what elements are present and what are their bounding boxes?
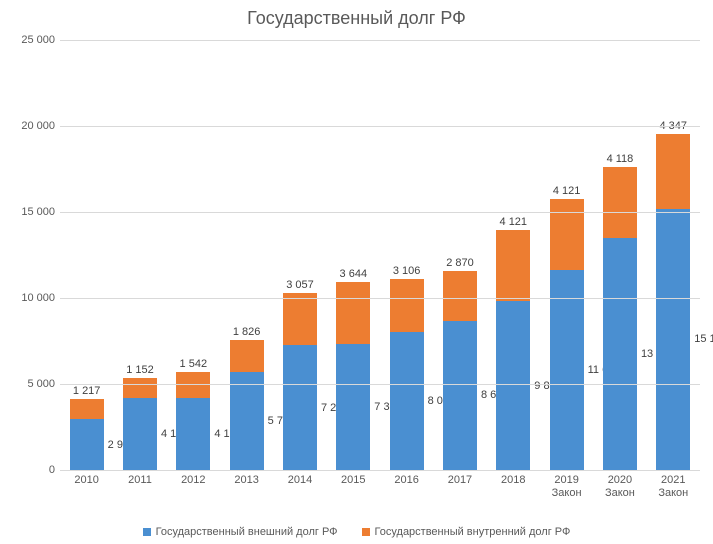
bar-value-internal: 4 121 [500,216,528,228]
chart-container: Государственный долг РФ 1 2172 9401 1524… [0,0,713,544]
bar-segment-external: 7 307 [336,344,370,470]
bar-segment-external: 13 500 [603,238,637,470]
gridline [60,40,700,41]
y-tick-label: 20 000 [5,120,55,132]
bar-segment-external: 11 612 [550,270,584,470]
bar-segment-external: 4 178 [176,398,210,470]
y-tick-label: 10 000 [5,292,55,304]
gridline [60,384,700,385]
bar-group: 4 1219 821 [496,230,530,470]
bar-value-internal: 1 152 [126,364,154,376]
x-tick-label: 2020 Закон [597,474,642,500]
bar-segment-external: 4 190 [123,398,157,470]
bar-segment-internal: 3 057 [283,293,317,346]
bar-value-internal: 3 106 [393,265,421,277]
bar-group: 1 2172 940 [70,399,104,470]
x-tick-label: 2018 [491,474,536,500]
bars-area: 1 2172 9401 1524 1901 5424 1781 8265 722… [60,40,700,470]
x-tick-label: 2021 Закон [651,474,696,500]
bar-value-internal: 1 217 [73,385,101,397]
bar-value-internal: 1 826 [233,326,261,338]
x-tick-label: 2014 [277,474,322,500]
x-tick-label: 2010 [64,474,109,500]
bar-segment-internal: 3 644 [336,282,370,345]
bar-segment-internal: 1 217 [70,399,104,420]
x-axis-labels: 2010 2011 2012 2013 2014 2015 2016 2017 2018 2019… [60,474,700,500]
x-tick-label: 2015 [331,474,376,500]
bar-segment-internal: 4 347 [656,134,690,209]
bar-group: 3 6447 307 [336,282,370,470]
bar-group: 4 34715 176 [656,134,690,470]
bar-value-external: 15 176 [694,333,713,345]
bar-segment-internal: 3 106 [390,279,424,332]
bar-value-internal: 4 118 [607,153,634,165]
bar-segment-external: 15 176 [656,209,690,470]
bar-segment-internal: 1 826 [230,340,264,371]
bar-segment-internal: 4 118 [603,167,637,238]
x-tick-label: 2013 [224,474,269,500]
bar-value-internal: 3 644 [340,268,368,280]
bar-value-internal: 3 057 [286,279,314,291]
bar-value-internal: 1 542 [180,358,208,370]
bar-segment-internal: 2 870 [443,271,477,320]
bar-group: 2 8708 689 [443,271,477,470]
gridline [60,298,700,299]
plot-area: 1 2172 9401 1524 1901 5424 1781 8265 722… [60,40,700,470]
y-tick-label: 25 000 [5,34,55,46]
x-tick-label: 2017 [437,474,482,500]
legend-label-internal: Государственный внутренний долг РФ [375,526,571,538]
bar-group: 1 5424 178 [176,372,210,470]
gridline [60,212,700,213]
bar-segment-external: 2 940 [70,419,104,470]
bar-group: 3 0577 241 [283,293,317,470]
x-tick-label: 2016 [384,474,429,500]
y-tick-label: 0 [5,464,55,476]
gridline [60,126,700,127]
bar-segment-external: 8 003 [390,332,424,470]
bar-group: 1 1524 190 [123,378,157,470]
x-tick-label: 2012 [171,474,216,500]
bar-group: 3 1068 003 [390,279,424,470]
gridline [60,470,700,471]
y-tick-label: 5 000 [5,378,55,390]
bar-segment-external: 9 821 [496,301,530,470]
legend-item-internal: Государственный внутренний долг РФ [362,526,571,538]
bar-segment-internal: 4 121 [550,199,584,270]
bar-group: 1 8265 722 [230,340,264,470]
legend-swatch-internal [362,528,370,536]
legend: Государственный внешний долг РФ Государс… [0,526,713,538]
legend-swatch-external [143,528,151,536]
bar-segment-internal: 1 152 [123,378,157,398]
y-tick-label: 15 000 [5,206,55,218]
bar-segment-external: 7 241 [283,345,317,470]
x-tick-label: 2011 [117,474,162,500]
bar-segment-external: 8 689 [443,321,477,470]
x-tick-label: 2019 Закон [544,474,589,500]
chart-title: Государственный долг РФ [0,8,713,29]
bar-group: 4 12111 612 [550,199,584,470]
legend-label-external: Государственный внешний долг РФ [156,526,338,538]
bar-value-internal: 4 121 [553,185,581,197]
legend-item-external: Государственный внешний долг РФ [143,526,338,538]
bar-value-internal: 2 870 [446,257,474,269]
bar-segment-external: 5 722 [230,372,264,470]
bar-segment-internal: 4 121 [496,230,530,301]
